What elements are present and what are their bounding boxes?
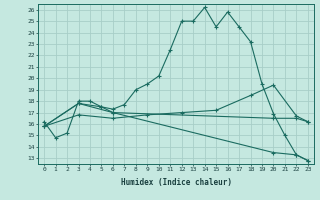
X-axis label: Humidex (Indice chaleur): Humidex (Indice chaleur) [121,178,231,187]
